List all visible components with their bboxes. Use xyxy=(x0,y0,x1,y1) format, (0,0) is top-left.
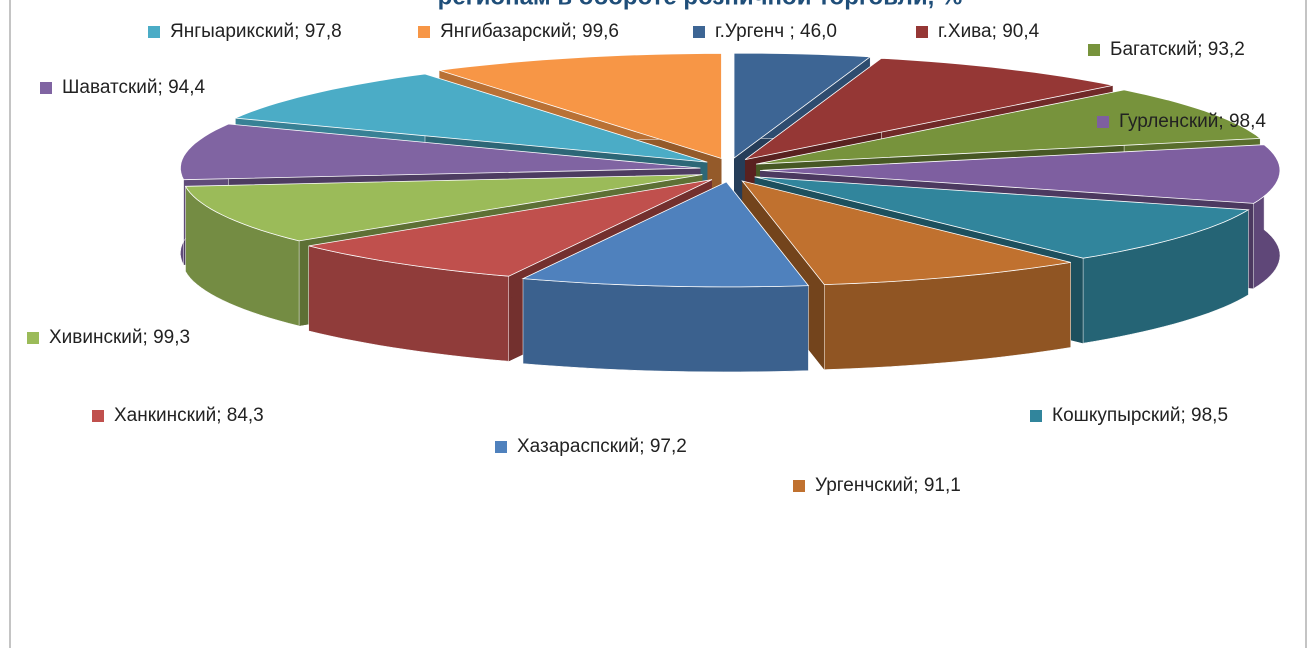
data-label: Ханкинский; 84,3 xyxy=(114,405,264,426)
label-value: 91,1 xyxy=(924,475,961,496)
label-marker xyxy=(40,82,52,94)
label-marker xyxy=(1088,44,1100,56)
label-marker xyxy=(793,480,805,492)
label-marker xyxy=(148,26,160,38)
label-marker xyxy=(1030,410,1042,422)
label-marker xyxy=(92,410,104,422)
label-value: 90,4 xyxy=(1002,21,1039,42)
label-separator: ; xyxy=(158,77,169,98)
data-label: Янгыарикский; 97,8 xyxy=(170,21,342,42)
data-label: Янгибазарский; 99,6 xyxy=(440,21,619,42)
slice xyxy=(235,73,708,163)
label-separator: ; xyxy=(639,436,650,457)
label-category: Ургенчский xyxy=(815,475,913,496)
label-category: Хивинский xyxy=(49,327,143,348)
label-value: 93,2 xyxy=(1208,39,1245,60)
data-label: Кошкупырский; 98,5 xyxy=(1052,405,1228,426)
label-value: 99,6 xyxy=(582,21,619,42)
slice xyxy=(521,181,810,373)
data-label: Багатский; 93,2 xyxy=(1110,39,1245,60)
label-category: Ханкинский xyxy=(114,405,216,426)
slice-side xyxy=(522,278,809,373)
label-separator: ; xyxy=(913,475,924,496)
label-separator: ; xyxy=(294,21,305,42)
data-label: Ургенчский; 91,1 xyxy=(815,475,961,496)
label-value: 46,0 xyxy=(800,21,837,42)
label-category: г.Ургенч xyxy=(715,21,789,42)
slice xyxy=(179,123,701,181)
label-marker xyxy=(495,441,507,453)
label-category: Хазараспский xyxy=(517,436,639,457)
data-label: г.Ургенч ; 46,0 xyxy=(715,21,837,42)
label-marker xyxy=(27,332,39,344)
slice xyxy=(741,180,1071,370)
label-separator: ; xyxy=(1180,405,1191,426)
label-value: 97,2 xyxy=(650,436,687,457)
label-category: Янгибазарский xyxy=(440,21,571,42)
label-marker xyxy=(1097,116,1109,128)
data-label: Хивинский; 99,3 xyxy=(49,327,190,348)
slice xyxy=(741,180,1071,286)
label-separator: ; xyxy=(216,405,227,426)
label-separator: ; xyxy=(1197,39,1208,60)
label-separator: ; xyxy=(789,21,800,42)
slice xyxy=(184,174,703,242)
slice xyxy=(756,89,1262,165)
data-label: Хазараспский; 97,2 xyxy=(517,436,687,457)
label-separator: ; xyxy=(992,21,1003,42)
slice xyxy=(308,179,713,277)
label-marker xyxy=(418,26,430,38)
label-separator: ; xyxy=(571,21,582,42)
slice xyxy=(438,53,722,160)
slice xyxy=(744,57,1114,160)
label-separator: ; xyxy=(1218,111,1229,132)
data-label: Шаватский; 94,4 xyxy=(62,77,206,98)
label-value: 99,3 xyxy=(153,327,190,348)
data-label: Гурленский; 98,4 xyxy=(1119,111,1266,132)
label-category: Кошкупырский xyxy=(1052,405,1180,426)
label-marker xyxy=(693,26,705,38)
slice xyxy=(759,144,1281,204)
slice xyxy=(733,52,872,159)
label-category: Шаватский xyxy=(62,77,158,98)
label-value: 94,4 xyxy=(168,77,205,98)
label-separator: ; xyxy=(143,327,154,348)
label-value: 98,4 xyxy=(1229,111,1266,132)
label-category: Гурленский xyxy=(1119,111,1218,132)
label-category: Багатский xyxy=(1110,39,1197,60)
label-value: 84,3 xyxy=(227,405,264,426)
label-marker xyxy=(916,26,928,38)
label-value: 97,8 xyxy=(305,21,342,42)
data-label: г.Хива; 90,4 xyxy=(938,21,1040,42)
label-value: 98,5 xyxy=(1191,405,1228,426)
label-category: Янгыарикский xyxy=(170,21,294,42)
label-category: г.Хива xyxy=(938,21,992,42)
slice xyxy=(754,176,1250,259)
chart-title: регионам в обороте розничной торговли, % xyxy=(438,0,963,10)
slice xyxy=(521,181,810,288)
